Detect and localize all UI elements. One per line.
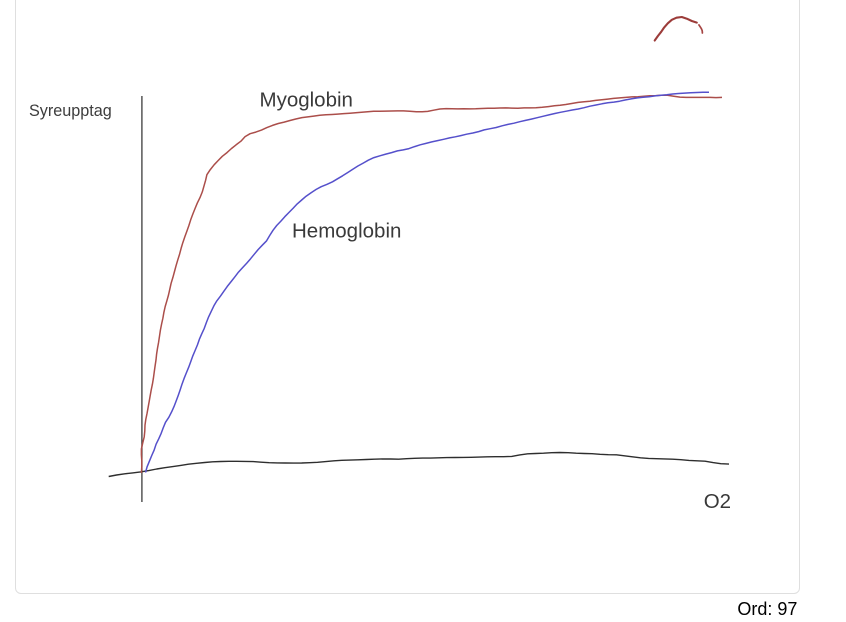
svg-text:O2: O2 [704,490,731,513]
svg-text:Hemoglobin: Hemoglobin [292,220,401,243]
svg-text:Ord: 97: Ord: 97 [737,599,797,619]
svg-text:Syreupptag: Syreupptag [29,102,112,120]
svg-text:Myoglobin: Myoglobin [260,89,353,112]
